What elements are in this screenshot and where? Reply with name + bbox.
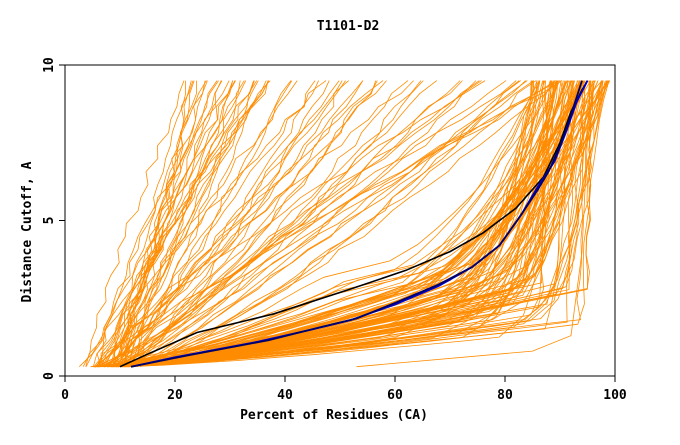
model-curve bbox=[117, 80, 603, 368]
model-curve bbox=[82, 80, 185, 367]
model-curve bbox=[114, 80, 586, 368]
model-curve bbox=[120, 80, 218, 367]
x-tick-label: 80 bbox=[497, 388, 513, 403]
model-curve bbox=[121, 80, 532, 368]
model-curve bbox=[139, 80, 558, 368]
model-curve bbox=[105, 80, 463, 368]
model-curve bbox=[96, 80, 208, 367]
model-curve bbox=[97, 80, 319, 368]
model-curve bbox=[125, 80, 528, 368]
model-curve bbox=[132, 80, 330, 367]
model-curve bbox=[104, 80, 553, 368]
model-curve bbox=[111, 80, 207, 367]
model-curve bbox=[93, 80, 236, 367]
chart-title: T1101-D2 bbox=[317, 19, 380, 34]
model-curve bbox=[109, 80, 222, 367]
y-axis-label: Distance Cutoff, A bbox=[20, 161, 35, 302]
model-curve bbox=[110, 80, 349, 368]
model-curve bbox=[95, 80, 584, 368]
x-axis-label: Percent of Residues (CA) bbox=[240, 408, 428, 423]
model-curve bbox=[117, 80, 611, 368]
series-line-2 bbox=[130, 80, 583, 368]
x-tick-label: 0 bbox=[61, 388, 69, 403]
y-tick-label: 0 bbox=[42, 372, 57, 380]
model-curve bbox=[100, 80, 424, 368]
model-curve bbox=[109, 80, 567, 368]
model-curve bbox=[112, 80, 552, 368]
model-curve bbox=[128, 80, 507, 368]
model-curve bbox=[119, 80, 230, 367]
model-curve bbox=[124, 80, 578, 368]
model-curve bbox=[98, 80, 482, 367]
model-curve bbox=[107, 80, 409, 368]
x-tick-label: 20 bbox=[167, 388, 183, 403]
model-curve bbox=[116, 80, 568, 368]
model-curve bbox=[103, 80, 364, 368]
model-curve bbox=[130, 80, 477, 368]
y-tick-label: 10 bbox=[42, 57, 57, 73]
model-curve bbox=[104, 80, 298, 367]
model-curve bbox=[106, 80, 557, 367]
y-tick-label: 5 bbox=[42, 217, 57, 225]
x-tick-label: 60 bbox=[387, 388, 403, 403]
model-curve bbox=[126, 80, 591, 368]
model-curve bbox=[356, 80, 591, 368]
model-curve bbox=[125, 80, 233, 367]
model-curve bbox=[132, 80, 558, 368]
model-curve bbox=[117, 80, 554, 368]
model-curve bbox=[100, 80, 269, 367]
model-curves bbox=[79, 80, 611, 368]
x-tick-label: 100 bbox=[603, 388, 627, 403]
model-curve bbox=[92, 80, 327, 367]
model-curve bbox=[126, 80, 586, 368]
x-tick-label: 40 bbox=[277, 388, 293, 403]
model-curve bbox=[115, 80, 422, 368]
model-curve bbox=[102, 80, 553, 368]
model-curve bbox=[123, 80, 556, 368]
model-curve bbox=[95, 80, 591, 368]
model-curve bbox=[117, 80, 486, 367]
model-curve bbox=[129, 80, 534, 368]
model-curve bbox=[117, 80, 378, 368]
model-curve bbox=[114, 80, 270, 367]
model-curve bbox=[107, 80, 592, 368]
highlight-series bbox=[119, 80, 589, 368]
model-curve bbox=[111, 80, 343, 367]
model-curve bbox=[128, 80, 517, 367]
model-curve bbox=[102, 80, 292, 368]
model-curve bbox=[85, 80, 271, 367]
axes: 0 20 40 60 80 100 0 5 10 bbox=[42, 57, 627, 403]
model-curve bbox=[114, 80, 340, 367]
model-curve bbox=[117, 80, 192, 367]
model-curve bbox=[137, 80, 293, 367]
series-line-0 bbox=[119, 80, 589, 368]
model-curve bbox=[114, 80, 438, 368]
model-curve bbox=[97, 80, 384, 367]
model-curve bbox=[123, 80, 540, 368]
model-curve bbox=[94, 80, 567, 368]
model-curve bbox=[101, 80, 187, 367]
model-curve bbox=[118, 80, 537, 368]
